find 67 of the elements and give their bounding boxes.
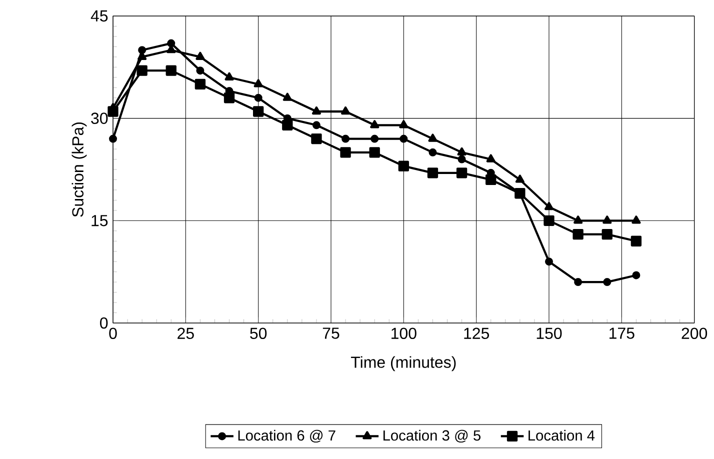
- point: [574, 278, 582, 286]
- point: [515, 174, 524, 183]
- point: [603, 278, 612, 286]
- y-tick-label: 30: [91, 112, 108, 124]
- point: [254, 94, 262, 102]
- point: [486, 154, 496, 162]
- point: [194, 78, 206, 90]
- point: [370, 120, 380, 128]
- point: [632, 216, 641, 224]
- point: [457, 147, 466, 156]
- x-tick-label: 150: [536, 328, 562, 340]
- x-tick-label: 75: [322, 328, 340, 339]
- point: [196, 52, 205, 60]
- legend-label: Location 6 @ 7: [238, 430, 336, 443]
- legend-label: Location 3 @ 5: [383, 430, 480, 443]
- point: [572, 228, 584, 240]
- point: [109, 134, 118, 143]
- point: [427, 168, 438, 178]
- point: [312, 121, 320, 130]
- y-tick-label: 15: [92, 215, 108, 226]
- point: [312, 106, 322, 115]
- point: [340, 147, 351, 158]
- point: [138, 46, 146, 54]
- point: [630, 236, 642, 246]
- point: [602, 216, 612, 224]
- point: [456, 168, 468, 178]
- x-tick-label: 100: [392, 328, 416, 340]
- point: [632, 271, 640, 280]
- point: [399, 120, 408, 128]
- legend-label: Location 4: [528, 430, 595, 441]
- point: [398, 160, 410, 172]
- point: [544, 215, 554, 226]
- point: [342, 134, 350, 143]
- point: [196, 66, 204, 75]
- point: [428, 134, 438, 142]
- y-axis-title: Suction (kPa): [72, 122, 87, 217]
- point: [166, 65, 176, 76]
- y-tick-label: 45: [90, 10, 108, 22]
- point: [544, 202, 554, 210]
- point: [167, 39, 176, 48]
- point: [224, 92, 235, 104]
- x-tick-label: 200: [682, 328, 708, 340]
- point: [574, 216, 583, 224]
- point: [254, 79, 263, 88]
- point: [253, 106, 264, 117]
- point: [341, 106, 350, 115]
- point: [400, 134, 408, 143]
- point: [370, 134, 379, 143]
- point: [428, 148, 437, 156]
- x-tick-label: 25: [178, 328, 194, 340]
- point: [369, 147, 380, 158]
- x-tick-label: 0: [109, 328, 117, 340]
- point: [108, 106, 118, 117]
- point: [311, 133, 322, 144]
- point: [486, 174, 496, 186]
- point: [602, 228, 612, 240]
- x-tick-label: 125: [464, 328, 489, 340]
- point: [458, 155, 466, 164]
- point: [224, 72, 234, 80]
- y-tick-label: 0: [100, 317, 108, 329]
- x-tick-label: 50: [250, 328, 267, 340]
- x-axis-title: Time (minutes): [350, 356, 456, 372]
- point: [136, 65, 148, 76]
- x-tick-label: 175: [610, 328, 634, 339]
- point: [282, 120, 293, 130]
- point: [282, 92, 292, 101]
- point: [544, 258, 553, 266]
